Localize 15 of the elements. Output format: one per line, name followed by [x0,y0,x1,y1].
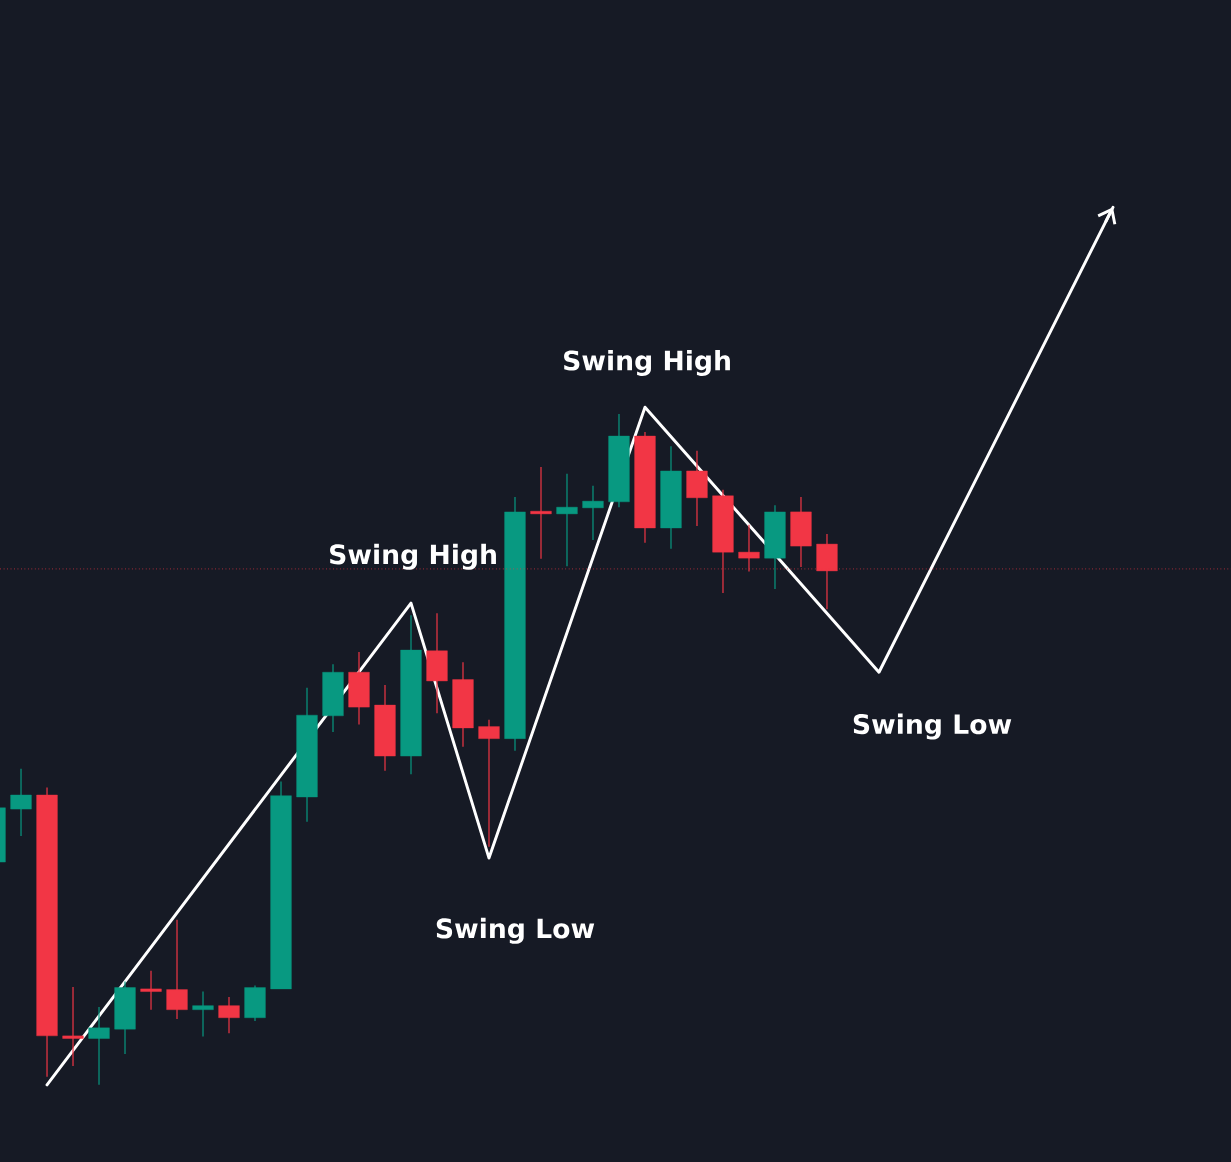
candlestick [478,719,500,848]
candlestick [556,473,578,567]
annotation: Swing High [330,543,496,570]
candlestick [530,466,552,560]
candlestick [88,1006,110,1086]
candlestick [192,990,214,1038]
candlestick [140,970,162,1011]
annotation: Swing Low [436,917,595,944]
annotation: Swing Low [853,713,1012,740]
text: Swing High [564,349,730,376]
candlestick [166,919,188,1020]
candlestick [62,986,84,1067]
candlestick [10,768,32,837]
candlestick [582,485,604,541]
candlestick [218,996,240,1034]
